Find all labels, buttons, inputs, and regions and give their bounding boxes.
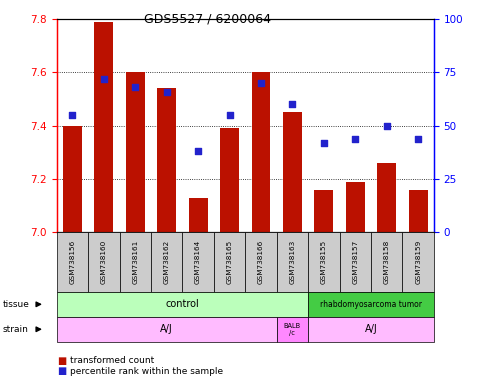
- Text: control: control: [166, 299, 199, 310]
- Bar: [315, 190, 333, 232]
- Text: ■: ■: [57, 356, 66, 366]
- Bar: [283, 113, 302, 232]
- Text: transformed count: transformed count: [70, 356, 155, 366]
- Text: GSM738161: GSM738161: [132, 240, 138, 284]
- Bar: [157, 88, 176, 232]
- Point: [257, 80, 265, 86]
- Point: [226, 112, 234, 118]
- Point: [69, 112, 76, 118]
- Point: [414, 136, 422, 142]
- Bar: [377, 163, 396, 232]
- Point: [131, 84, 139, 91]
- Text: GSM738164: GSM738164: [195, 240, 201, 284]
- Text: GSM738163: GSM738163: [289, 240, 295, 284]
- Text: tissue: tissue: [2, 300, 30, 309]
- Point: [320, 140, 328, 146]
- Bar: [251, 73, 270, 232]
- Text: GDS5527 / 6200064: GDS5527 / 6200064: [143, 12, 271, 25]
- Text: BALB
/c: BALB /c: [284, 323, 301, 336]
- Bar: [189, 198, 208, 232]
- Text: GSM738165: GSM738165: [227, 240, 233, 284]
- Text: GSM738159: GSM738159: [415, 240, 421, 284]
- Bar: [94, 22, 113, 232]
- Point: [100, 76, 108, 82]
- Point: [352, 136, 359, 142]
- Bar: [409, 190, 427, 232]
- Point: [163, 89, 171, 95]
- Bar: [346, 182, 365, 232]
- Bar: [126, 73, 145, 232]
- Text: GSM738155: GSM738155: [321, 240, 327, 284]
- Text: A/J: A/J: [160, 324, 173, 334]
- Bar: [63, 126, 82, 232]
- Text: percentile rank within the sample: percentile rank within the sample: [70, 367, 224, 376]
- Text: GSM738156: GSM738156: [70, 240, 75, 284]
- Bar: [220, 128, 239, 232]
- Text: GSM738162: GSM738162: [164, 240, 170, 284]
- Point: [383, 123, 390, 129]
- Text: GSM738160: GSM738160: [101, 240, 107, 284]
- Text: A/J: A/J: [365, 324, 377, 334]
- Text: ■: ■: [57, 366, 66, 376]
- Text: strain: strain: [2, 325, 28, 334]
- Text: GSM738157: GSM738157: [352, 240, 358, 284]
- Point: [288, 101, 296, 108]
- Text: GSM738166: GSM738166: [258, 240, 264, 284]
- Text: rhabdomyosarcoma tumor: rhabdomyosarcoma tumor: [320, 300, 422, 309]
- Text: GSM738158: GSM738158: [384, 240, 389, 284]
- Point: [194, 148, 202, 154]
